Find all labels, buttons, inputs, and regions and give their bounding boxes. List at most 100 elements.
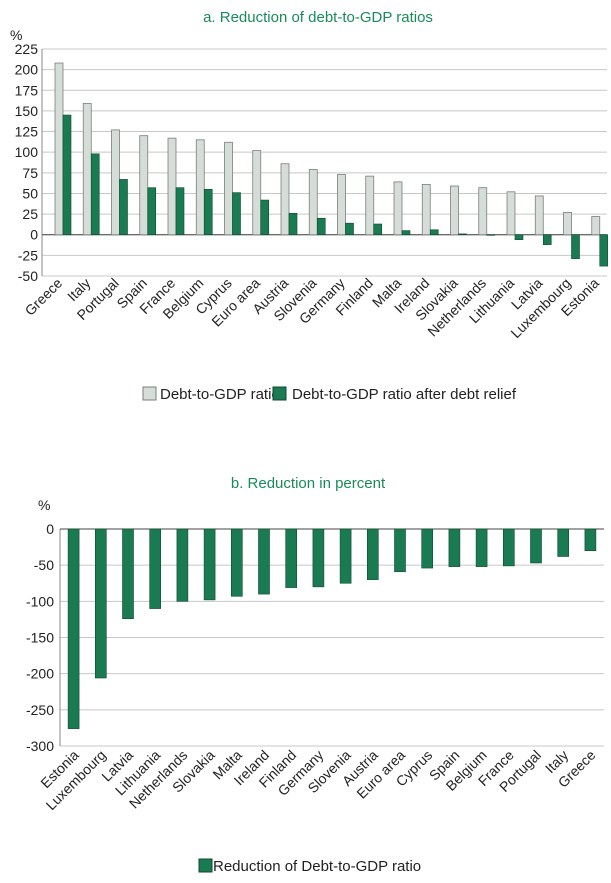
chart-a-y-tick: 0 xyxy=(30,227,38,243)
bar-reduction-estonia xyxy=(67,528,80,729)
bar-after-relief-austria xyxy=(288,212,298,236)
bar-debt-ratio-italy xyxy=(82,103,92,236)
chart-b-legend: Reduction of Debt-to-GDP ratio xyxy=(198,858,421,875)
chart-b-bars xyxy=(67,528,597,729)
bar-after-relief-belgium xyxy=(203,189,213,236)
chart-a-y-tick: 200 xyxy=(15,62,39,78)
bar-after-relief-netherlands xyxy=(486,234,496,236)
bar-debt-ratio-lithuania xyxy=(506,191,516,236)
legend-label-reduction: Reduction of Debt-to-GDP ratio xyxy=(213,858,421,875)
bar-debt-ratio-malta xyxy=(393,181,403,236)
bar-reduction-austria xyxy=(366,528,379,580)
chart-a-x-labels: GreeceItalyPortugalSpainFranceBelgiumCyp… xyxy=(22,275,603,341)
bar-after-relief-slovakia xyxy=(458,233,467,236)
bar-debt-ratio-euro-area xyxy=(252,150,262,236)
bar-after-relief-ireland xyxy=(429,229,439,236)
chart-a-y-tick: 100 xyxy=(15,144,39,160)
bar-after-relief-spain xyxy=(147,187,157,236)
bar-debt-ratio-slovakia xyxy=(450,185,459,236)
chart-b-y-ticks: 0 -50 -100 -150 -200 -250 -300 xyxy=(26,521,54,754)
bar-reduction-malta xyxy=(231,528,243,597)
chart-b-y-tick: -150 xyxy=(26,630,54,646)
bar-after-relief-malta xyxy=(401,230,411,236)
chart-b: b. Reduction in percent % 0 -50 -100 -150 -2… xyxy=(26,475,604,875)
chart-a-y-tick: 75 xyxy=(22,165,38,181)
bar-reduction-cyprus xyxy=(421,528,434,569)
bar-reduction-spain xyxy=(448,528,461,567)
bar-after-relief-lithuania xyxy=(514,234,524,240)
chart-a-y-tick: -25 xyxy=(18,247,38,263)
bar-debt-ratio-ireland xyxy=(421,183,431,236)
chart-a: a. Reduction of debt-to-GDP ratios % 225… xyxy=(10,9,609,403)
chart-a-legend: Debt-to-GDP ratio Debt-to-GDP ratio afte… xyxy=(142,386,517,403)
bar-debt-ratio-portugal xyxy=(111,129,120,236)
bar-debt-ratio-germany xyxy=(337,174,346,236)
bar-after-relief-estonia xyxy=(599,234,609,267)
bar-debt-ratio-netherlands xyxy=(478,187,488,236)
chart-b-y-tick: 0 xyxy=(46,521,54,537)
chart-b-ylabel: % xyxy=(38,497,50,513)
bar-debt-ratio-france xyxy=(167,137,177,236)
chart-b-grid xyxy=(59,528,604,747)
chart-a-ylabel: % xyxy=(10,27,22,43)
chart-a-y-tick: 225 xyxy=(15,41,39,57)
bar-reduction-ireland xyxy=(258,528,270,595)
bar-after-relief-finland xyxy=(373,223,383,236)
bar-reduction-lithuania xyxy=(149,528,161,609)
bar-debt-ratio-austria xyxy=(280,163,290,236)
bar-debt-ratio-luxembourg xyxy=(563,212,572,236)
legend-label-after-relief: Debt-to-GDP ratio after debt relief xyxy=(292,386,517,403)
chart-a-y-tick: 50 xyxy=(22,185,38,201)
chart-a-y-tick: 150 xyxy=(15,103,39,119)
bar-after-relief-latvia xyxy=(542,234,552,245)
bar-reduction-portugal xyxy=(530,528,542,564)
legend-swatch-reduction xyxy=(198,858,213,873)
chart-a-y-tick: 175 xyxy=(15,82,39,98)
bar-reduction-luxembourg xyxy=(95,528,107,679)
bar-debt-ratio-finland xyxy=(365,175,375,236)
bar-after-relief-slovenia xyxy=(316,217,326,236)
chart-b-x-labels: EstoniaLuxembourgLatviaLithuaniaNetherla… xyxy=(37,747,598,813)
bar-after-relief-france xyxy=(175,187,185,236)
bar-debt-ratio-latvia xyxy=(534,195,544,236)
legend-label-debt-ratio: Debt-to-GDP ratio xyxy=(160,386,280,403)
bar-debt-ratio-belgium xyxy=(195,139,205,236)
bar-debt-ratio-slovenia xyxy=(308,169,318,236)
bar-after-relief-portugal xyxy=(119,179,128,236)
chart-b-y-tick: -300 xyxy=(26,738,54,754)
bar-reduction-belgium xyxy=(475,528,488,567)
bar-after-relief-germany xyxy=(345,222,354,236)
bar-reduction-slovakia xyxy=(203,528,216,601)
bar-reduction-france xyxy=(502,528,515,567)
bar-after-relief-italy xyxy=(90,153,100,236)
bar-reduction-italy xyxy=(557,528,570,557)
bar-reduction-germany xyxy=(312,528,325,588)
legend-swatch-debt-ratio xyxy=(142,386,157,401)
bar-after-relief-luxembourg xyxy=(571,234,580,259)
bar-debt-ratio-spain xyxy=(139,135,149,236)
bar-debt-ratio-estonia xyxy=(591,216,601,236)
bar-after-relief-greece xyxy=(62,114,72,236)
bar-after-relief-euro-area xyxy=(260,199,270,236)
bar-reduction-euro-area xyxy=(394,528,406,572)
chart-b-y-tick: -50 xyxy=(34,557,54,573)
bar-after-relief-cyprus xyxy=(232,192,241,236)
chart-a-title: a. Reduction of debt-to-GDP ratios xyxy=(203,9,433,26)
bar-reduction-finland xyxy=(285,528,298,588)
chart-b-y-tick: -100 xyxy=(26,593,54,609)
chart-b-title: b. Reduction in percent xyxy=(231,475,386,492)
legend-swatch-after-relief xyxy=(272,386,287,401)
chart-a-grid xyxy=(41,48,607,277)
chart-b-y-tick: -200 xyxy=(26,666,54,682)
chart-a-y-ticks: 225 200 175 150 125 100 75 50 25 0 -25 -50 xyxy=(15,41,39,284)
chart-b-y-tick: -250 xyxy=(26,702,54,718)
bar-debt-ratio-cyprus xyxy=(224,141,233,236)
bar-reduction-slovenia xyxy=(339,528,352,584)
bar-reduction-latvia xyxy=(122,528,134,619)
chart-a-y-tick: 125 xyxy=(15,124,39,140)
chart-a-y-tick: 25 xyxy=(22,206,38,222)
bar-debt-ratio-greece xyxy=(54,62,64,236)
chart-a-y-tick: -50 xyxy=(18,268,38,284)
